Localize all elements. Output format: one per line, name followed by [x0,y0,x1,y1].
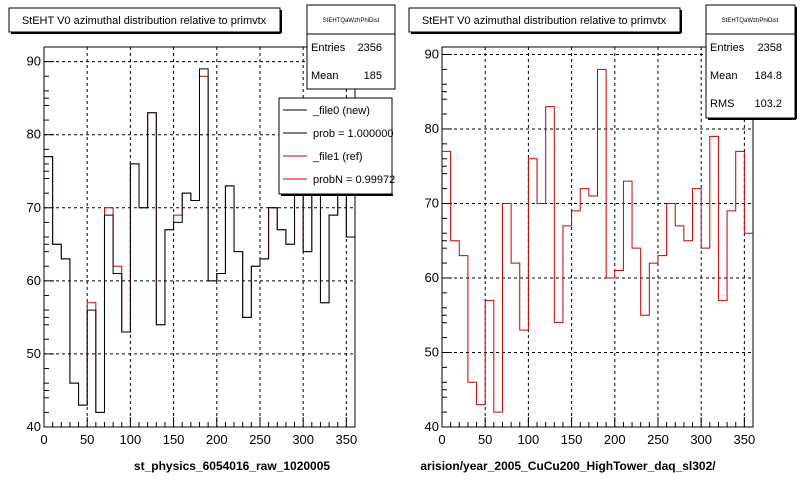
left-legend: _file0 (new) prob = 1.000000 _file1 (ref… [278,97,395,196]
left-y-tick-label: 80 [27,127,41,142]
right-panel: 0 50 100 150 200 250 300 350 40 50 60 70 80 90 StEHT … [408,4,797,473]
left-y-tick-label: 50 [27,346,41,361]
left-axis: 0 50 100 150 200 250 300 350 40 50 60 70 80 90 [27,46,358,447]
right-x-tick-label: 100 [518,432,540,447]
right-stats-value-rms: 103.2 [754,98,782,110]
legend-label-new: _file0 (new) [312,105,370,117]
left-stats-name: StEHTQaWzhPhiDist [323,18,380,24]
right-stats-name: StEHTQaWzhPhiDist [722,18,779,24]
left-stats-label-mean: Mean [311,70,339,82]
legend-label-ref: _file1 (ref) [312,151,363,163]
left-x-tick-label: 250 [249,432,271,447]
left-stats-value-mean: 185 [364,70,382,82]
left-x-tick-label: 150 [163,432,185,447]
left-stats-label-entries: Entries [311,42,346,54]
right-x-tick-label: 350 [734,432,756,447]
left-y-tick-label: 70 [27,200,41,215]
right-x-tick-label: 150 [561,432,583,447]
left-series [44,68,355,413]
left-x-tick-label: 300 [292,432,314,447]
right-stats-value-entries: 2358 [758,42,782,54]
right-stats-label-rms: RMS [710,98,734,110]
left-y-tick-label: 90 [27,54,41,69]
left-y-tick-label: 40 [27,419,41,434]
left-x-tick-label: 350 [336,432,358,447]
right-x-tick-label: 250 [647,432,669,447]
legend-label-probn: probN = 0.99972 [313,174,395,186]
right-x-tick-label: 300 [690,432,712,447]
left-footer-label: st_physics_6054016_raw_1020005 [134,459,330,473]
right-y-tick-label: 80 [425,121,439,136]
right-y-tick-label: 90 [425,46,439,61]
left-x-tick-label: 0 [40,432,47,447]
left-title: StEHT V0 azimuthal distribution relative… [22,15,267,27]
right-y-tick-label: 40 [425,419,439,434]
left-panel: 0 50 100 150 200 250 300 350 40 50 60 70 80 90 StEHT … [8,4,396,473]
right-y-tick-label: 50 [425,344,439,359]
right-axis: 0 50 100 150 200 250 300 350 40 50 60 70 80 90 [425,46,756,447]
right-x-tick-label: 50 [478,432,492,447]
right-title: StEHT V0 azimuthal distribution relative… [422,15,667,27]
left-stats-box: StEHTQaWzhPhiDist Entries 2356 Mean 185 [306,4,396,90]
left-x-tick-label: 50 [80,432,94,447]
right-y-tick-label: 60 [425,270,439,285]
right-x-tick-label: 0 [438,432,445,447]
right-title-box: StEHT V0 azimuthal distribution relative… [408,7,682,34]
right-stats-value-mean: 184.8 [754,70,782,82]
left-stats-value-entries: 2356 [358,42,382,54]
legend-label-prob: prob = 1.000000 [313,128,393,140]
left-title-box: StEHT V0 azimuthal distribution relative… [8,7,282,34]
right-series [442,68,753,413]
left-x-tick-label: 200 [206,432,228,447]
right-series-histogram [442,68,753,413]
right-x-tick-label: 200 [604,432,626,447]
left-y-tick-label: 60 [27,273,41,288]
right-footer-label: arision/year_2005_CuCu200_HighTower_daq_… [420,459,716,473]
right-y-tick-label: 70 [425,195,439,210]
right-stats-label-mean: Mean [710,70,738,82]
left-x-tick-label: 100 [120,432,142,447]
right-stats-label-entries: Entries [710,42,745,54]
right-stats-box: StEHTQaWzhPhiDist Entries 2358 Mean 184.… [705,4,797,120]
left-series--file0-new- [44,68,355,413]
